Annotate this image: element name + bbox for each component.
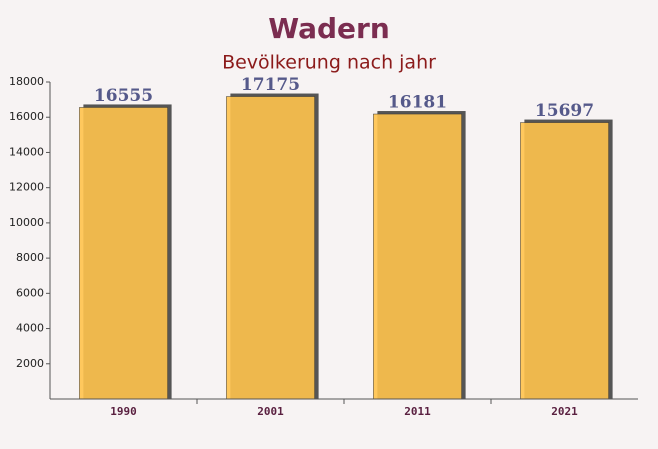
value-label: 16555 [94, 86, 153, 106]
y-tick-label: 10000 [9, 216, 44, 229]
y-tick-label: 2000 [16, 357, 44, 370]
y-tick-label: 12000 [9, 181, 44, 194]
x-tick-label: 1990 [110, 405, 137, 418]
y-tick-label: 4000 [16, 322, 44, 335]
y-tick-label: 14000 [9, 145, 44, 158]
y-tick-label: 16000 [9, 110, 44, 123]
bar [373, 113, 462, 400]
bar [226, 96, 315, 400]
y-tick-label: 6000 [16, 286, 44, 299]
x-tick-label: 2001 [257, 405, 284, 418]
ticks [196, 399, 492, 404]
value-label: 16181 [388, 93, 447, 113]
x-tick-label: 2011 [404, 405, 431, 418]
x-tick-label: 2021 [551, 405, 578, 418]
bar [520, 122, 609, 400]
value-label: 17175 [241, 75, 300, 95]
bar [79, 107, 168, 400]
value-label: 15697 [535, 101, 594, 121]
y-tick-label: 18000 [9, 75, 44, 88]
chart-subtitle: Bevölkerung nach jahr [222, 52, 436, 74]
y-tick-label: 8000 [16, 251, 44, 264]
chart-title: Wadern [268, 12, 390, 45]
